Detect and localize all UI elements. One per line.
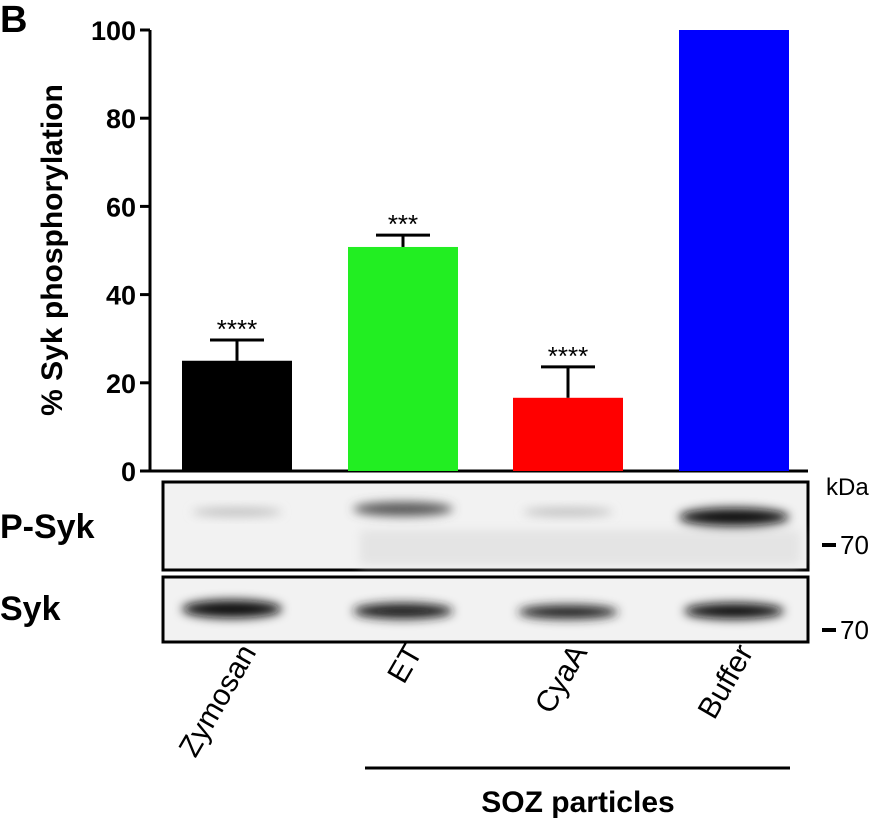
x-tick-label: Zymosan [173, 639, 263, 762]
blot-marker: 70 [840, 530, 869, 560]
x-tick-label: ET [381, 639, 429, 689]
significance-label: **** [217, 314, 257, 344]
y-axis-label: % Syk phosphorylation [36, 84, 69, 416]
y-tick-label: 20 [106, 369, 136, 399]
bar [348, 246, 458, 471]
y-tick-label: 40 [106, 281, 136, 311]
bar [513, 397, 623, 471]
bar [679, 30, 789, 471]
blot-label: Syk [0, 590, 61, 628]
y-tick-label: 80 [106, 104, 136, 134]
y-tick-label: 0 [121, 457, 136, 487]
blot-label: P-Syk [0, 508, 95, 546]
blot-pSyk [161, 480, 810, 572]
panel-label: B [0, 0, 27, 41]
significance-label: *** [388, 209, 418, 239]
blot-marker: 70 [840, 615, 869, 645]
blot-syk [161, 575, 810, 644]
x-tick-label: Buffer [692, 639, 760, 724]
x-tick-label: CyaA [529, 639, 594, 719]
group-label: SOZ particles [481, 786, 674, 818]
blot-unit: kDa [826, 474, 869, 501]
y-tick-label: 60 [106, 192, 136, 222]
bar [182, 360, 292, 471]
significance-label: **** [548, 341, 588, 371]
y-tick-label: 100 [91, 16, 136, 46]
